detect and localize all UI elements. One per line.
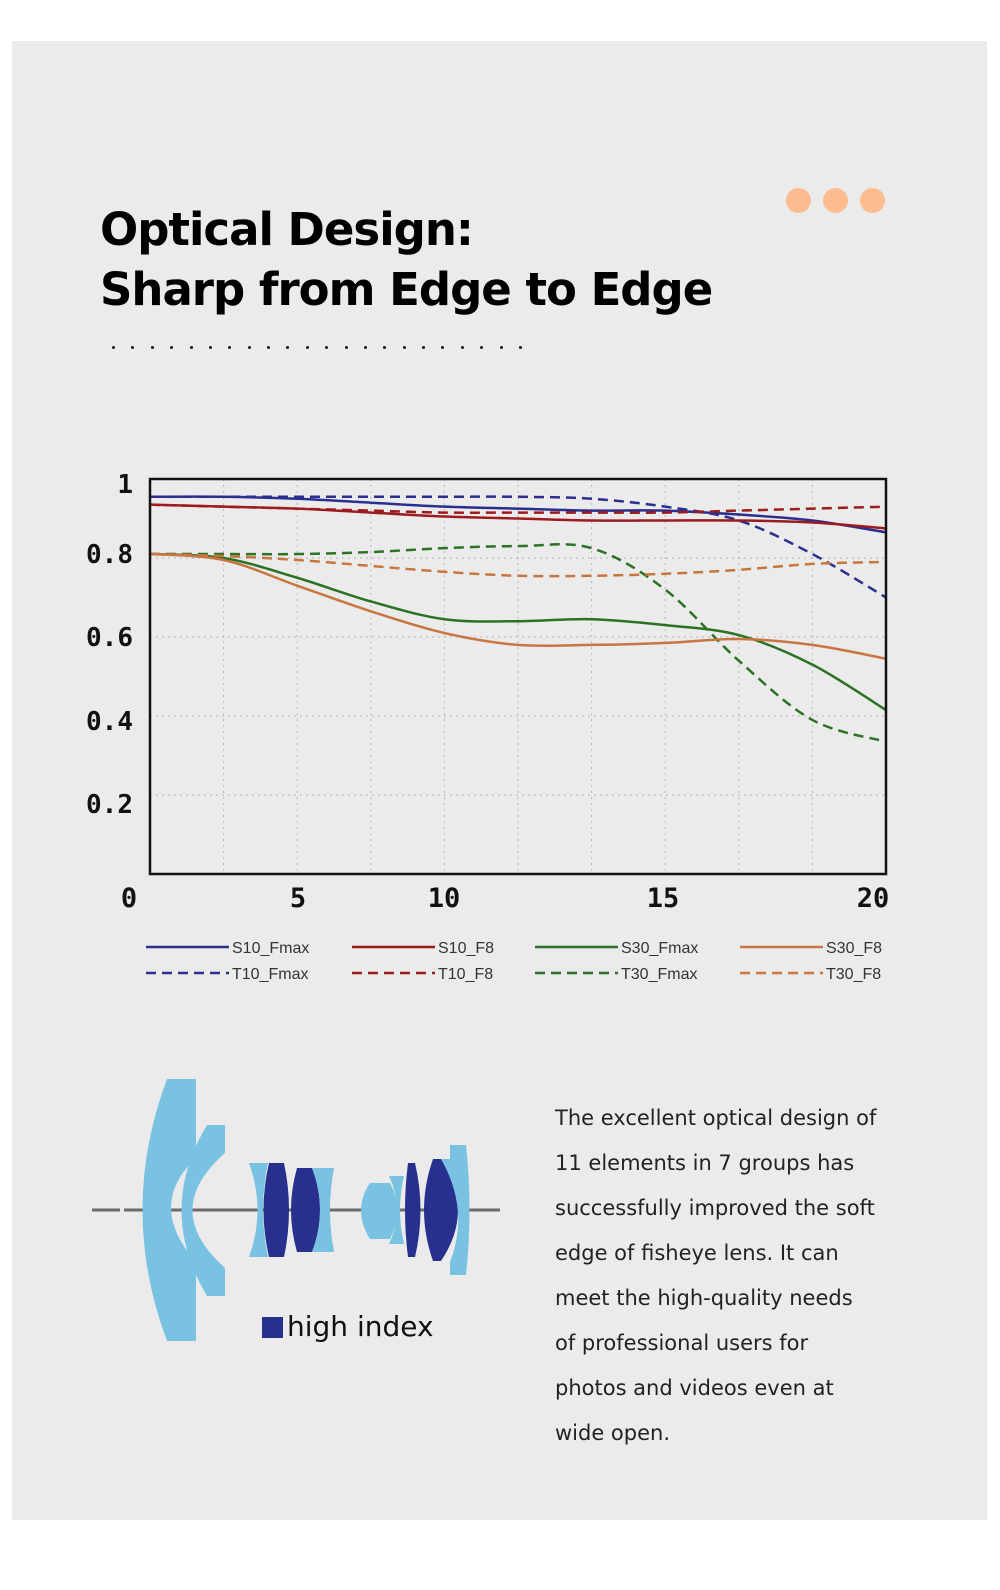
lens-element-4-high-index [263, 1163, 289, 1257]
dot-icon [786, 188, 811, 213]
legend-label: S30_F8 [826, 940, 882, 957]
y-tick-label: 0.4 [86, 707, 133, 737]
lens-element-3 [249, 1163, 268, 1257]
divider-dot [383, 345, 387, 349]
y-tick-label: 1 [117, 470, 133, 500]
lens-element-5-high-index [291, 1168, 320, 1252]
divider-dot [480, 345, 484, 349]
lens-element-9-high-index [405, 1163, 421, 1257]
divider-dot [112, 345, 115, 349]
divider-dot [267, 345, 270, 349]
description-line: photos and videos even at [555, 1376, 834, 1400]
lens-element-2 [181, 1125, 225, 1296]
lens-element-6 [312, 1168, 334, 1252]
series-line-t30-f8 [149, 552, 887, 578]
lens-element-1 [142, 1079, 196, 1341]
decorative-dots [786, 188, 885, 213]
legend-label: T10_F8 [438, 966, 493, 983]
legend-label: S10_F8 [438, 940, 494, 957]
series-line-t30-fmax [150, 543, 887, 743]
x-tick-label: 5 [290, 883, 306, 914]
plot-frame [148, 477, 888, 876]
description-line: wide open. [555, 1421, 671, 1445]
divider-dot [208, 345, 212, 349]
divider-dot [286, 345, 290, 349]
lens-element-10-high-index [424, 1159, 458, 1261]
divider-dot [518, 345, 522, 349]
legend-item-t30-fmax: T30_Fmax [535, 966, 697, 983]
series-line-s30-f8 [149, 552, 887, 660]
x-tick-label: 0 [121, 883, 137, 914]
series-line-t10-fmax [150, 495, 887, 599]
legend-label: T30_Fmax [621, 966, 697, 983]
description-line: successfully improved the soft [555, 1196, 875, 1220]
high-index-swatch-icon [262, 1316, 283, 1338]
lens-legend: high index [262, 1312, 434, 1342]
divider-dot [247, 345, 251, 349]
series-line-t10-f8 [149, 503, 887, 514]
chart-legend: S10_Fmax S10_F8 S30_Fmax S30_F8 T10_Fmax T10_… [146, 940, 882, 983]
dotted-divider [112, 340, 522, 354]
divider-dot [422, 345, 425, 349]
x-tick-label: 10 [428, 883, 461, 914]
divider-dot [189, 345, 193, 349]
legend-item-s30-f8: S30_F8 [740, 940, 882, 957]
divider-dot [344, 345, 348, 349]
legend-label: T30_F8 [826, 966, 881, 983]
series-line-s10-fmax [149, 495, 887, 534]
chart-grid [150, 479, 886, 874]
dot-icon [823, 188, 848, 213]
legend-item-s10-f8: S10_F8 [352, 940, 494, 957]
description-line: edge of fisheye lens. It can [555, 1241, 839, 1265]
legend-label: S10_Fmax [232, 940, 309, 957]
y-tick-label: 0.8 [86, 540, 133, 570]
legend-item-t10-f8: T10_F8 [352, 966, 493, 983]
divider-dot [228, 345, 232, 349]
description-line: The excellent optical design of [555, 1106, 877, 1130]
lens-diagram [92, 1079, 500, 1341]
divider-dot [131, 345, 135, 349]
title-line-2: Sharp from Edge to Edge [100, 263, 713, 316]
legend-item-t10-fmax: T10_Fmax [146, 966, 308, 983]
x-axis-ticks: 0 5 10 15 20 [121, 883, 889, 914]
divider-dot [460, 345, 464, 349]
title-line-1: Optical Design: [100, 203, 474, 256]
x-tick-label: 20 [857, 883, 890, 914]
legend-label: S30_Fmax [621, 940, 698, 957]
x-tick-label: 15 [647, 883, 680, 914]
divider-dot [170, 345, 174, 349]
divider-dot [441, 345, 445, 349]
description-line: 11 elements in 7 groups has [555, 1151, 855, 1175]
series-line-s30-fmax [149, 552, 887, 712]
page-title: Optical Design: Sharp from Edge to Edge [100, 200, 713, 320]
description-text: The excellent optical design of 11 eleme… [555, 1096, 905, 1456]
y-axis-ticks: 1 0.8 0.6 0.4 0.2 [86, 470, 133, 820]
series-line-s10-f8 [149, 503, 887, 530]
lens-element-11 [441, 1145, 470, 1275]
chart-curves [149, 495, 887, 743]
legend-item-s10-fmax: S10_Fmax [146, 940, 309, 957]
divider-dot [150, 345, 154, 349]
divider-dot [363, 345, 367, 349]
legend-label: T10_Fmax [232, 966, 308, 983]
y-tick-label: 0.6 [86, 623, 133, 653]
divider-dot [402, 345, 406, 349]
mtf-chart: 1 0.8 0.6 0.4 0.2 0 5 10 15 20 S10_Fmax S10_F8 S30… [86, 470, 889, 983]
divider-dot [499, 345, 503, 349]
dot-icon [860, 188, 885, 213]
y-tick-label: 0.2 [86, 790, 133, 820]
legend-item-t30-f8: T30_F8 [740, 966, 881, 983]
lens-legend-label: high index [287, 1310, 434, 1343]
lens-element-7 [361, 1183, 398, 1239]
divider-dot [305, 345, 309, 349]
description-line: of professional users for [555, 1331, 809, 1355]
divider-dot [325, 345, 329, 349]
lens-element-8 [389, 1176, 404, 1244]
description-line: meet the high-quality needs [555, 1286, 853, 1310]
legend-item-s30-fmax: S30_Fmax [535, 940, 698, 957]
